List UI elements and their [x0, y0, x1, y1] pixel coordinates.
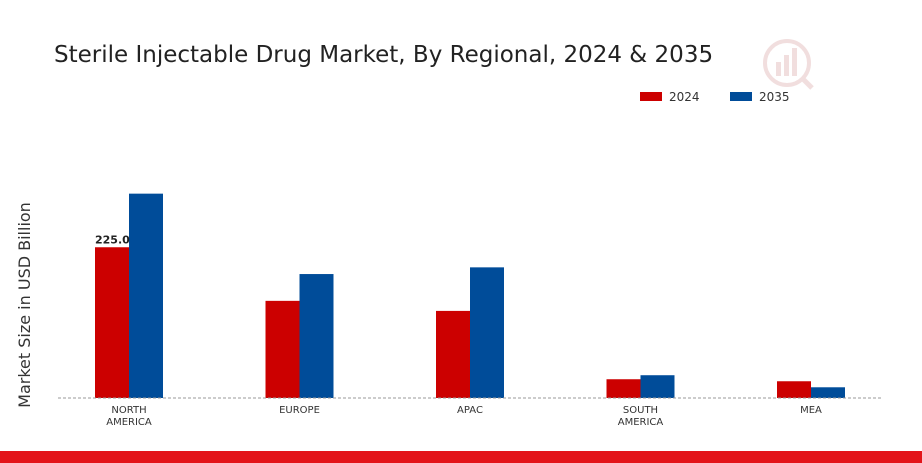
x-tick-label: APAC	[457, 405, 483, 416]
bar-europe-2035	[299, 274, 334, 398]
bars-group	[95, 193, 845, 398]
chart-legend: 2024 2035	[640, 90, 790, 104]
legend-swatch-2024	[640, 92, 662, 101]
legend-label-2024: 2024	[669, 90, 700, 104]
bar-north-america-2035	[129, 193, 163, 398]
x-tick-label: NORTH AMERICA	[106, 405, 152, 428]
legend-label-2035: 2035	[759, 90, 790, 104]
bar-mea-2035	[811, 387, 845, 398]
data-label: 225.0	[95, 233, 130, 246]
bottom-accent-bar	[0, 451, 922, 463]
x-tick-label: MEA	[800, 405, 822, 416]
legend-swatch-2035	[730, 92, 752, 101]
x-axis-ticks: NORTH AMERICA EUROPE APAC SOUTH AMERICA MEA	[106, 405, 822, 428]
bar-europe-2024	[265, 300, 300, 398]
bar-mea-2024	[777, 381, 811, 398]
data-labels-group: 225.0	[95, 233, 130, 246]
bar-apac-2024	[436, 310, 470, 398]
bar-north-america-2024	[95, 247, 129, 398]
x-tick-label: EUROPE	[279, 405, 320, 416]
bar-south-america-2024	[606, 379, 641, 398]
chart-title: Sterile Injectable Drug Market, By Regio…	[54, 42, 713, 68]
watermark-logo-icon	[763, 39, 814, 90]
bar-apac-2035	[470, 267, 504, 398]
x-tick-label: SOUTH AMERICA	[618, 405, 664, 428]
bar-south-america-2035	[640, 375, 675, 398]
y-axis-label: Market Size in USD Billion	[15, 202, 34, 408]
